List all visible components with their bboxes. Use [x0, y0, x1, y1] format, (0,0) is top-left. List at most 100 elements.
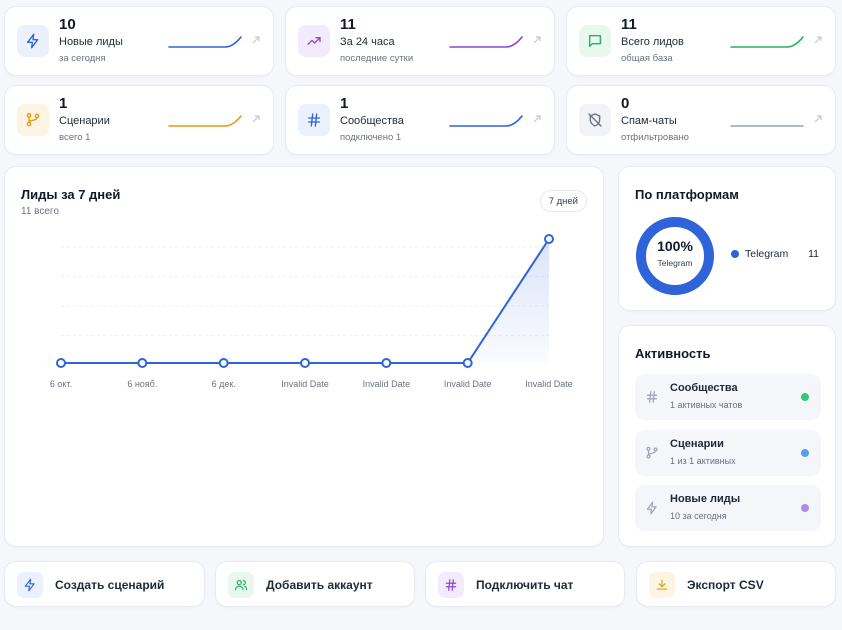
stat-icon-wrap [17, 25, 49, 57]
hash-icon [646, 391, 658, 403]
arrow-up-right-icon[interactable] [532, 114, 542, 124]
data-point[interactable] [56, 358, 66, 368]
action-label: Создать сценарий [55, 578, 165, 592]
leads-chart-card: Лиды за 7 дней 11 всего 7 дней 6 окт. 6 н… [4, 166, 604, 547]
stat-card-24h[interactable]: 11 За 24 часа последние сутки [285, 6, 555, 76]
stat-card-total-leads[interactable]: 11 Всего лидов общая база [566, 6, 836, 76]
shield-off-icon [588, 113, 602, 127]
stat-value: 0 [621, 95, 630, 112]
stat-card-scenarios[interactable]: 1 Сценарии всего 1 [4, 85, 274, 155]
data-point[interactable] [137, 358, 148, 368]
stat-card-spam-chats[interactable]: 0 Спам-чаты отфильтровано [566, 85, 836, 155]
sparkline [168, 115, 242, 127]
activity-title: Активность [635, 346, 711, 361]
action-label: Добавить аккаунт [266, 578, 373, 592]
x-tick-label: Invalid Date [444, 379, 492, 389]
stat-sub: последние сутки [340, 53, 414, 64]
stat-value: 11 [621, 16, 637, 33]
legend-name: Telegram [745, 248, 789, 260]
stat-sub: за сегодня [59, 53, 106, 64]
status-dot [801, 449, 809, 457]
stat-label: Всего лидов [621, 36, 684, 48]
export-csv-button[interactable]: Экспорт CSV [636, 561, 836, 607]
stat-value: 1 [59, 95, 68, 112]
activity-item-scenarios[interactable]: Сценарии 1 из 1 активных [635, 430, 821, 476]
stat-icon-wrap [298, 25, 330, 57]
x-tick-label: Invalid Date [363, 379, 411, 389]
donut-slice-telegram [636, 217, 714, 295]
data-point[interactable] [462, 358, 473, 368]
activity-item-communities[interactable]: Сообщества 1 активных чатов [635, 374, 821, 420]
x-tick-label: Invalid Date [525, 379, 573, 389]
stat-label: Новые лиды [59, 36, 123, 48]
download-icon [656, 579, 668, 590]
stat-value: 11 [340, 16, 356, 33]
arrow-up-right-icon[interactable] [813, 35, 823, 45]
stat-sub: всего 1 [59, 132, 91, 143]
lightning-icon [27, 33, 39, 49]
donut-percent: 100% [657, 238, 693, 254]
activity-card: Активность Сообщества 1 активных чатов С… [618, 325, 836, 547]
activity-item-new-leads[interactable]: Новые лиды 10 за сегодня [635, 485, 821, 531]
data-point[interactable] [218, 358, 229, 368]
data-point[interactable] [300, 358, 310, 368]
connect-chat-button[interactable]: Подключить чат [425, 561, 625, 607]
range-select-button[interactable]: 7 дней [539, 190, 587, 212]
activity-name: Новые лиды [670, 493, 741, 505]
activity-sub: 1 из 1 активных [670, 456, 736, 466]
arrow-up-right-icon[interactable] [532, 35, 542, 45]
sparkline [730, 36, 804, 48]
branch-icon [26, 113, 40, 127]
arrow-up-right-icon[interactable] [813, 114, 823, 124]
stat-label: Сценарии [59, 115, 110, 127]
stat-icon-wrap [298, 104, 330, 136]
x-tick-label: 6 дек. [212, 379, 236, 389]
stat-card-communities[interactable]: 1 Сообщества подключено 1 [285, 85, 555, 155]
activity-sub: 1 активных чатов [670, 400, 743, 410]
hash-icon [445, 579, 457, 591]
platforms-title: По платформам [635, 187, 739, 202]
series-line [61, 238, 550, 364]
sparkline [168, 36, 242, 48]
action-label: Подключить чат [476, 578, 574, 592]
chat-bubble-icon [589, 35, 601, 47]
x-tick-label: 6 нояб. [127, 379, 157, 389]
stat-label: Спам-чаты [621, 115, 677, 127]
donut-center-label: Telegram [657, 258, 693, 268]
trending-up-icon [307, 37, 321, 45]
add-account-button[interactable]: Добавить аккаунт [215, 561, 415, 607]
action-icon-wrap [649, 572, 675, 598]
data-point[interactable] [544, 234, 554, 244]
arrow-up-right-icon[interactable] [251, 114, 261, 124]
lightning-icon [24, 578, 35, 592]
branch-icon [646, 446, 658, 459]
create-scenario-button[interactable]: Создать сценарий [4, 561, 205, 607]
stat-card-new-leads[interactable]: 10 Новые лиды за сегодня [4, 6, 274, 76]
activity-name: Сценарии [670, 438, 724, 450]
stat-icon-wrap [579, 25, 611, 57]
users-icon [234, 580, 248, 591]
chart-subtitle: 11 всего [21, 206, 59, 217]
stat-value: 1 [340, 95, 349, 112]
sparkline [449, 115, 523, 127]
legend-dot [731, 250, 739, 258]
activity-name: Сообщества [670, 382, 738, 394]
sparkline [730, 125, 804, 127]
arrow-up-right-icon[interactable] [251, 35, 261, 45]
stat-sub: общая база [621, 53, 673, 64]
action-icon-wrap [17, 572, 43, 598]
stat-sub: подключено 1 [340, 132, 402, 143]
action-icon-wrap [438, 572, 464, 598]
status-dot [801, 504, 809, 512]
stat-sub: отфильтровано [621, 132, 689, 143]
area-fill [61, 239, 549, 363]
chart-title: Лиды за 7 дней [21, 187, 121, 202]
data-point[interactable] [381, 358, 392, 368]
action-label: Экспорт CSV [687, 578, 764, 592]
stat-label: За 24 часа [340, 36, 395, 48]
stat-icon-wrap [17, 104, 49, 136]
x-tick-label: 6 окт. [50, 379, 72, 389]
platform-donut-chart [636, 217, 714, 295]
action-icon-wrap [228, 572, 254, 598]
activity-sub: 10 за сегодня [670, 511, 727, 521]
